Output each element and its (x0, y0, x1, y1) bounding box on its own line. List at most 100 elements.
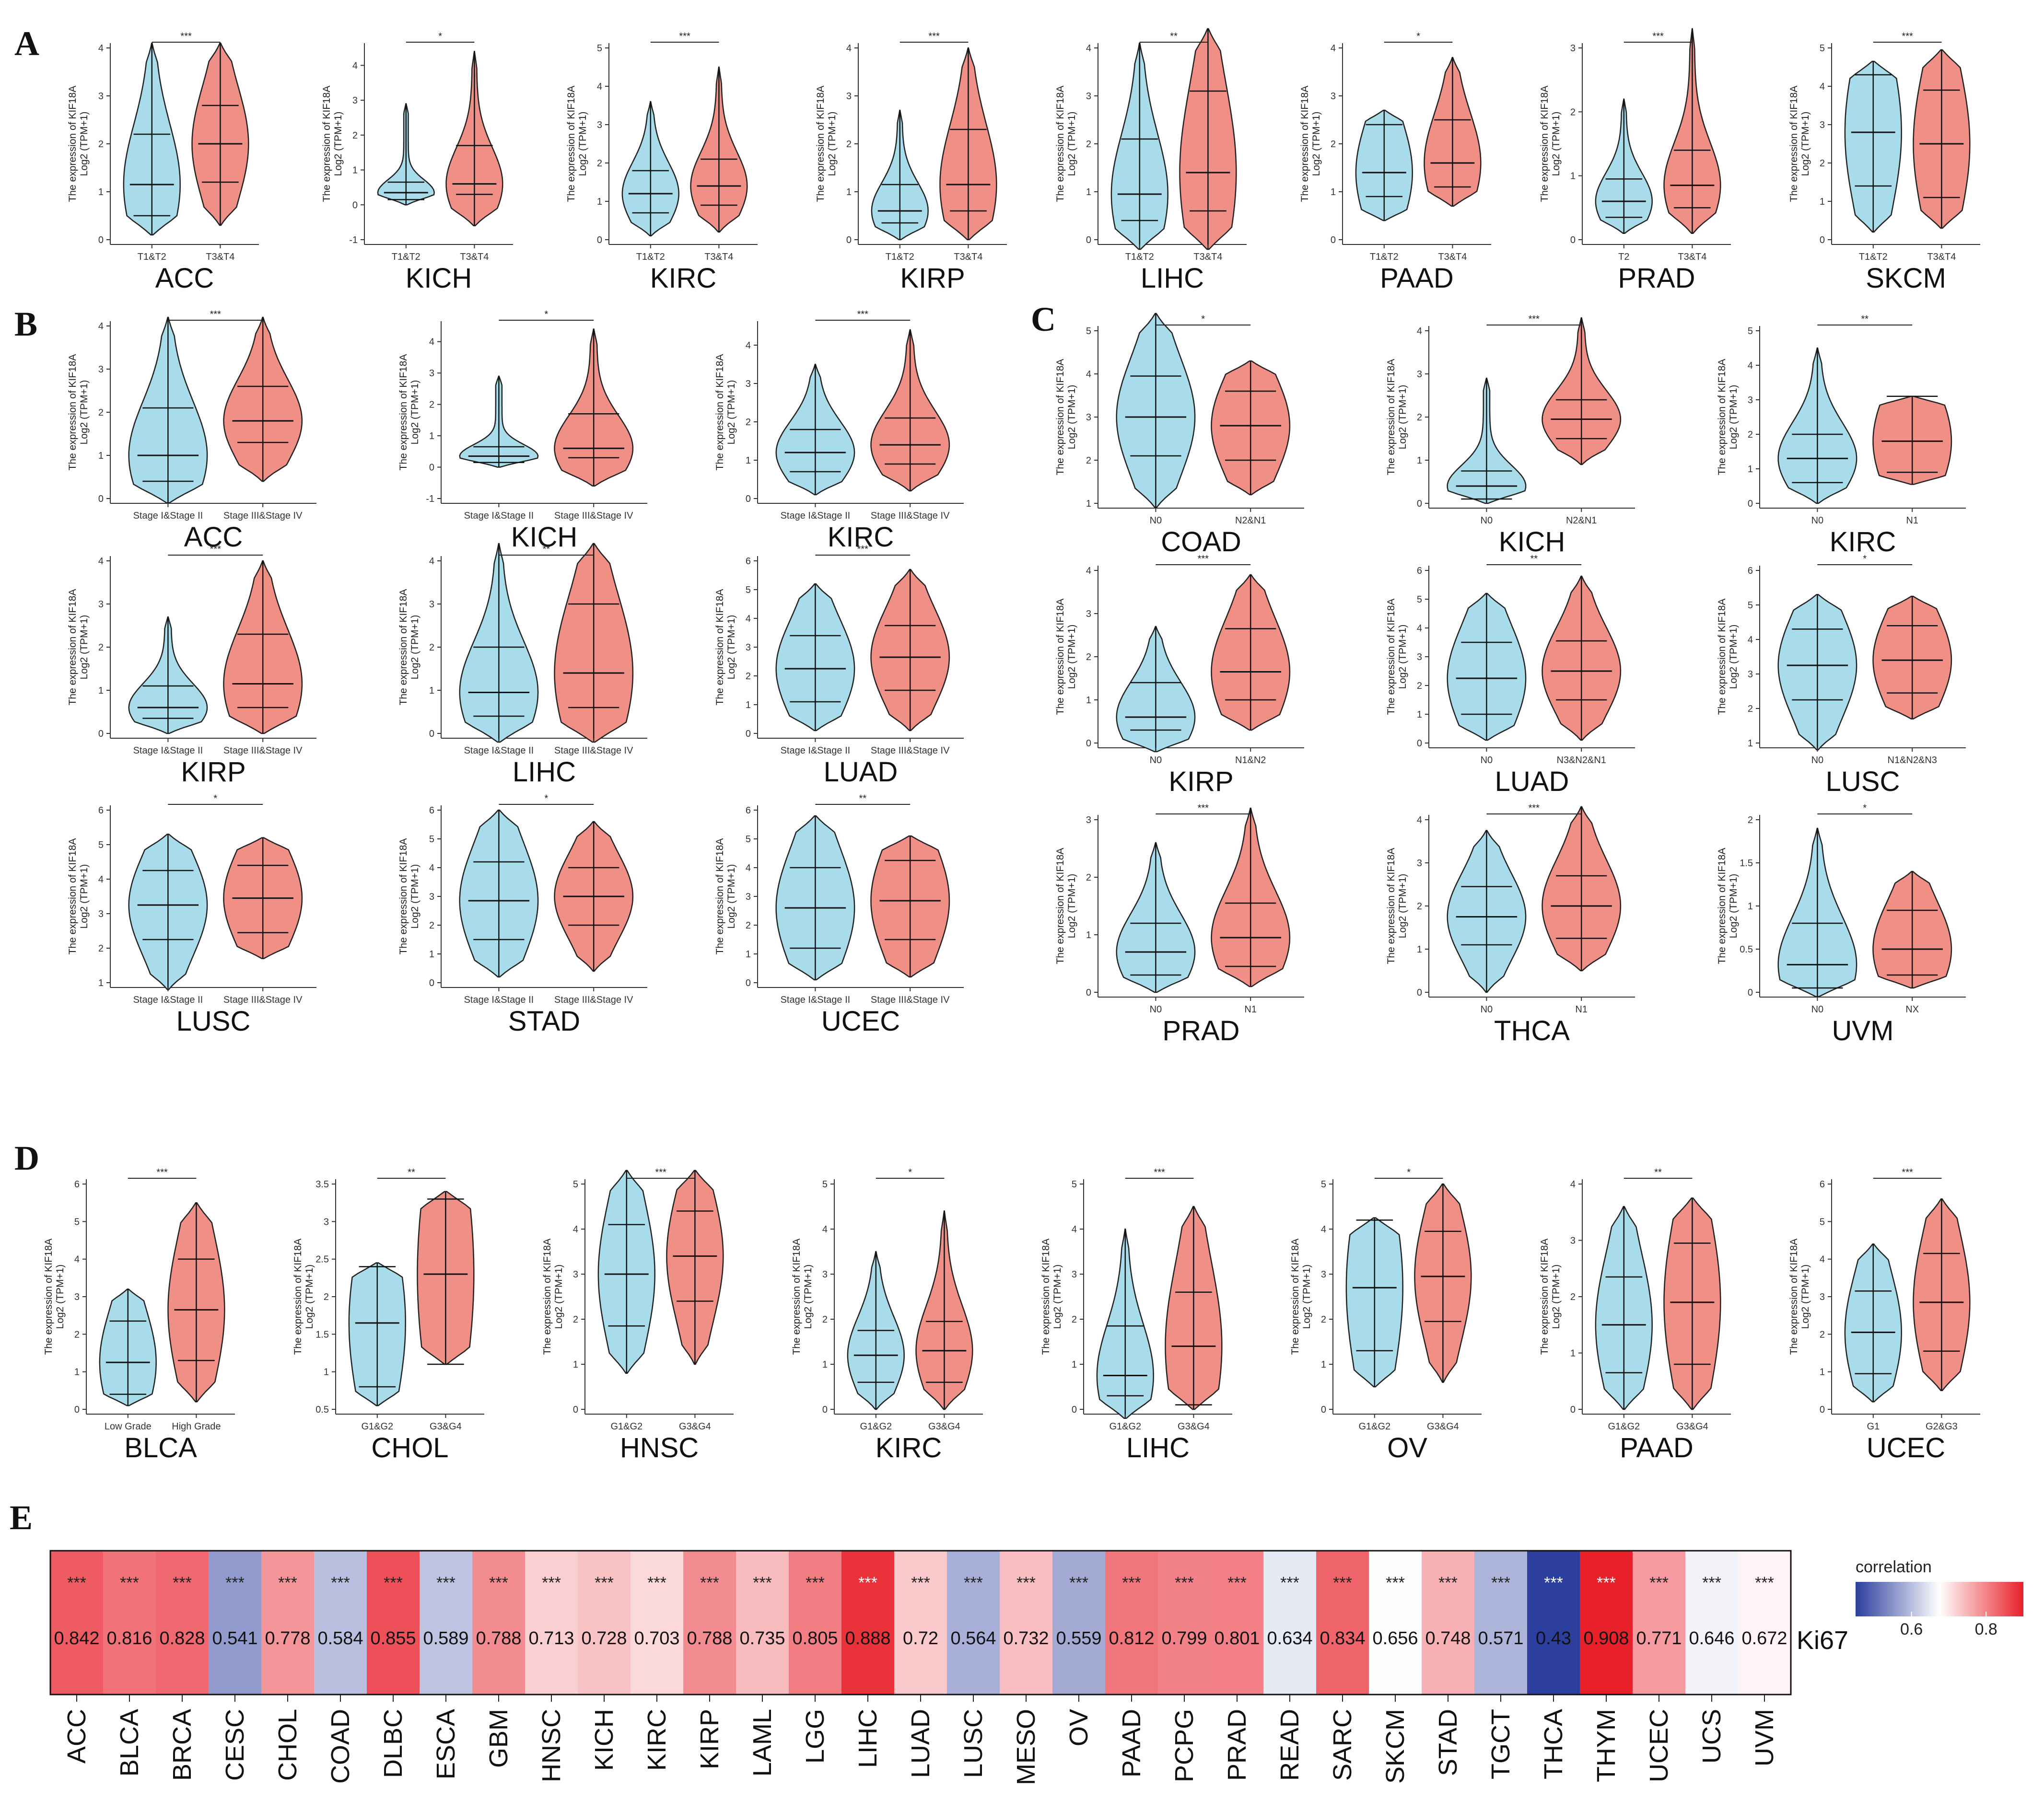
y-tick-label: 1 (1417, 709, 1422, 720)
y-tick-label: 3 (1570, 1236, 1576, 1246)
y-tick-label: 5 (1417, 594, 1422, 605)
y-tick-label: 4 (1086, 369, 1091, 380)
x-tick-label: N0 (1150, 1004, 1162, 1015)
heatmap-legend: correlation 0.6 0.8 (1856, 1558, 2023, 1638)
cancer-title: COAD (1161, 526, 1241, 557)
y-axis-label-unit: Log2 (TPM+1) (1066, 112, 1077, 176)
cancer-title: LUAD (824, 756, 898, 788)
y-tick-label: 2 (324, 1292, 329, 1302)
heatmap-sig: *** (595, 1574, 614, 1592)
y-tick-label: 3 (822, 1269, 828, 1280)
x-tick-label: N0 (1150, 755, 1162, 766)
y-tick-label: 1.5 (315, 1329, 329, 1340)
heatmap-sig: *** (911, 1574, 930, 1592)
cancer-title: SKCM (1866, 263, 1946, 294)
violin-plot-kirp: 0 1 2 3 4 The expression of KIF18A Log2 (TPM+1… (1055, 554, 1304, 797)
heatmap-x-label: LUSC (959, 1709, 988, 1778)
y-tick-label: 1 (1331, 187, 1336, 197)
y-axis-label: The expression of KIF18A (1386, 359, 1397, 476)
cancer-title: UCEC (821, 1006, 900, 1037)
heatmap-sig: *** (278, 1574, 297, 1592)
violin-plot-ucec: 0 1 2 3 4 5 6 The expression of KIF18A Log2 (TPM… (1788, 1167, 1980, 1463)
heatmap-value: 0.855 (370, 1628, 416, 1649)
heatmap-x-label: STAD (1434, 1709, 1462, 1776)
x-tick-label: T3&T4 (206, 252, 234, 262)
y-tick-label: 2 (1748, 430, 1753, 440)
violin-plot-prad: 0 1 2 3 The expression of KIF18A Log2 (TPM+1)… (1055, 803, 1304, 1046)
heatmap-x-label: LUAD (906, 1709, 935, 1778)
y-tick-label: 4 (1748, 360, 1753, 371)
cancer-title: KICH (511, 522, 578, 553)
heatmap-sig: *** (1597, 1574, 1616, 1592)
y-tick-label: 6 (98, 805, 104, 816)
heatmap-x-label: COAD (326, 1709, 355, 1784)
x-tick-label: N0 (1811, 755, 1824, 766)
y-tick-label: 2 (429, 642, 434, 653)
heatmap-cell (1738, 1551, 1791, 1695)
x-tick-label: T3&T4 (1927, 252, 1956, 262)
y-tick-label: 2 (1321, 1314, 1326, 1325)
heatmap-cell (472, 1551, 525, 1695)
y-tick-label: 2 (1417, 412, 1422, 423)
x-tick-label: Stage I&Stage II (781, 995, 851, 1005)
y-tick-label: 2 (1820, 158, 1825, 169)
heatmap-sig: *** (225, 1574, 245, 1592)
y-axis-label-unit: Log2 (TPM+1) (409, 615, 420, 680)
heatmap-cell (1633, 1551, 1685, 1695)
x-tick-label: N0 (1811, 515, 1824, 526)
heatmap-cell (894, 1551, 947, 1695)
y-axis-label: The expression of KIF18A (1788, 1239, 1799, 1355)
heatmap-cell (314, 1551, 367, 1695)
y-tick-label: 2 (352, 130, 358, 141)
heatmap-cell (261, 1551, 314, 1695)
cancer-title: KIRP (900, 263, 965, 294)
heatmap-x-label: PCPG (1170, 1709, 1199, 1782)
y-tick-label: 5 (746, 834, 751, 845)
heatmap-value: 0.713 (528, 1628, 574, 1649)
y-tick-label: 0 (429, 729, 434, 739)
y-tick-label: 1 (597, 197, 602, 207)
y-axis-label-unit: Log2 (TPM+1) (1301, 1265, 1312, 1329)
x-tick-label: Stage III&Stage IV (871, 995, 950, 1005)
y-tick-label: 0 (1820, 1405, 1825, 1415)
legend-title: correlation (1856, 1558, 1932, 1576)
cancer-title: PRAD (1162, 1015, 1239, 1046)
sig-label: *** (210, 544, 222, 555)
sig-label: * (1416, 31, 1420, 42)
y-tick-label: 3 (98, 599, 104, 610)
cancer-title: UCEC (1867, 1432, 1945, 1463)
heatmap-sig: *** (1122, 1574, 1141, 1592)
y-tick-label: 6 (746, 556, 751, 567)
heatmap-x-label: CHOL (273, 1709, 302, 1781)
y-axis-label: The expression of KIF18A (67, 86, 78, 202)
violin-plot-kirc: 0 1 2 3 4 5 The expression of KIF18A Log2 (TPM+… (791, 1167, 983, 1463)
y-axis-label: The expression of KIF18A (1055, 599, 1066, 715)
heatmap-cell (789, 1551, 841, 1695)
y-tick-label: 2 (822, 1314, 828, 1325)
y-tick-label: 5 (98, 840, 104, 850)
y-axis-label-unit: Log2 (TPM+1) (1551, 1265, 1562, 1329)
cancer-title: OV (1387, 1432, 1427, 1463)
heatmap-cell (841, 1551, 894, 1695)
x-tick-label: N1&N2 (1235, 755, 1266, 766)
y-tick-label: 3 (1820, 1292, 1825, 1302)
heatmap-x-label: BLCA (115, 1709, 144, 1777)
y-tick-label: 0 (98, 235, 104, 245)
heatmap-x-label: HNSC (537, 1709, 566, 1782)
x-tick-label: Low Grade (105, 1421, 152, 1432)
x-tick-label: N1&N2&N3 (1888, 755, 1937, 766)
cancer-title: UVM (1832, 1015, 1894, 1046)
heatmap-x-label: LIHC (853, 1709, 882, 1768)
y-tick-label: 1 (74, 1367, 80, 1378)
heatmap-cell (1527, 1551, 1580, 1695)
y-axis-label: The expression of KIF18A (67, 589, 78, 706)
heatmap-x-label: SKCM (1381, 1709, 1410, 1784)
x-tick-label: High Grade (172, 1421, 221, 1432)
y-tick-label: 5 (1072, 1179, 1077, 1190)
y-tick-label: 2 (1570, 107, 1576, 117)
sig-label: *** (857, 544, 869, 555)
y-tick-label: 0 (597, 235, 602, 245)
cancer-title: KIRP (1168, 766, 1233, 797)
y-axis-label: The expression of KIF18A (292, 1239, 304, 1355)
sig-label: *** (655, 1167, 666, 1178)
